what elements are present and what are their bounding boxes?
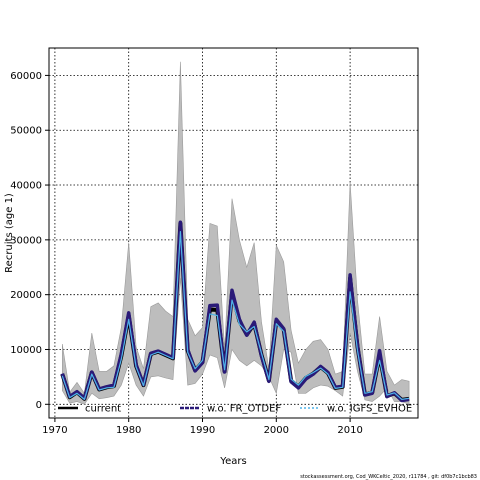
y-axis-title: Recruits (age 1) [4,193,15,273]
series-line-2 [61,231,410,400]
x-axis-title: Years [219,456,246,467]
legend: current w.o. FR_OTDEF w.o. IGFS_EVHOE [58,404,412,415]
y-tick-label: 60000 [10,71,42,82]
y-tick-label: 30000 [10,235,42,246]
x-tick-label: 1970 [42,425,67,436]
x-tick-label: 2000 [264,425,289,436]
y-tick-label: 10000 [10,345,42,356]
x-tick-label: 1990 [190,425,215,436]
footnote-text: stockassessment.org, Cod_WKCeltic_2020, … [300,474,477,480]
x-tick-label: 1980 [116,425,141,436]
y-tick-label: 0 [36,400,42,411]
plot-frame [48,47,419,419]
x-tick-label: 2010 [337,425,362,436]
series-lines [60,220,410,403]
y-tick-label: 20000 [10,290,42,301]
legend-label: w.o. IGFS_EVHOE [327,404,412,415]
confidence-band [62,61,410,405]
legend-label: w.o. FR_OTDEF [207,404,281,415]
series-line-1 [60,220,410,403]
x-axis: 1970 1980 1990 2000 2010 [42,418,363,436]
legend-label: current [85,404,121,415]
y-axis: 0 10000 20000 30000 40000 50000 60000 [10,71,49,411]
y-tick-label: 40000 [10,181,42,192]
y-tick-label: 50000 [10,126,42,137]
